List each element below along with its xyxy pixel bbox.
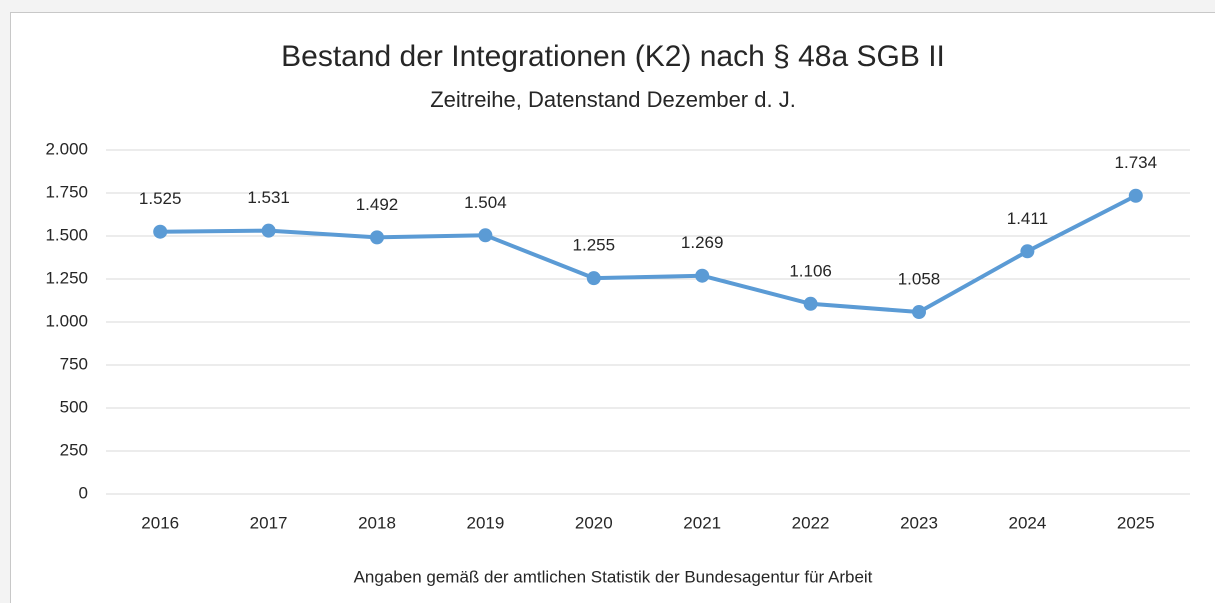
x-tick-label: 2016: [141, 513, 179, 532]
y-tick-label: 750: [60, 354, 88, 373]
data-point: [586, 271, 601, 286]
data-point: [370, 230, 384, 245]
data-label: 1.269: [681, 233, 724, 252]
y-tick-label: 1.000: [45, 311, 88, 330]
footnote: Angaben gemäß der amtlichen Statistik de…: [354, 567, 873, 586]
data-point: [153, 224, 168, 239]
y-tick-label: 2.000: [45, 139, 88, 158]
y-tick-label: 500: [60, 397, 88, 416]
x-tick-label: 2025: [1117, 513, 1155, 532]
x-tick-label: 2019: [466, 513, 504, 532]
x-tick-label: 2023: [900, 513, 938, 532]
data-label: 1.531: [247, 188, 290, 207]
data-point: [1128, 188, 1143, 203]
x-tick-label: 2020: [575, 513, 613, 532]
chart-title: Bestand der Integrationen (K2) nach § 48…: [281, 40, 945, 73]
y-tick-label: 1.250: [45, 268, 88, 287]
data-point: [261, 223, 276, 238]
data-point: [695, 268, 710, 283]
data-label: 1.255: [573, 236, 616, 255]
data-point: [803, 296, 818, 311]
chart-frame: [10, 12, 1215, 603]
y-tick-label: 250: [60, 440, 88, 459]
data-label: 1.058: [898, 270, 941, 289]
series-line: [160, 193, 1137, 315]
x-tick-label: 2022: [792, 513, 830, 532]
data-point: [478, 228, 493, 243]
y-tick-label: 1.750: [45, 182, 88, 201]
data-label: 1.492: [356, 195, 399, 214]
chart-subtitle: Zeitreihe, Datenstand Dezember d. J.: [430, 87, 796, 112]
y-tick-label: 1.500: [45, 225, 88, 244]
data-point: [1020, 244, 1035, 259]
data-label: 1.504: [464, 193, 507, 212]
x-tick-label: 2018: [358, 513, 396, 532]
data-label: 1.106: [789, 261, 832, 280]
x-tick-label: 2024: [1008, 513, 1046, 532]
x-tick-label: 2017: [250, 513, 288, 532]
x-tick-label: 2021: [683, 513, 721, 532]
data-point: [912, 305, 926, 320]
data-label: 1.411: [1007, 209, 1048, 228]
data-label: 1.525: [139, 189, 182, 208]
y-tick-label: 0: [79, 483, 88, 502]
data-label: 1.734: [1115, 153, 1158, 172]
